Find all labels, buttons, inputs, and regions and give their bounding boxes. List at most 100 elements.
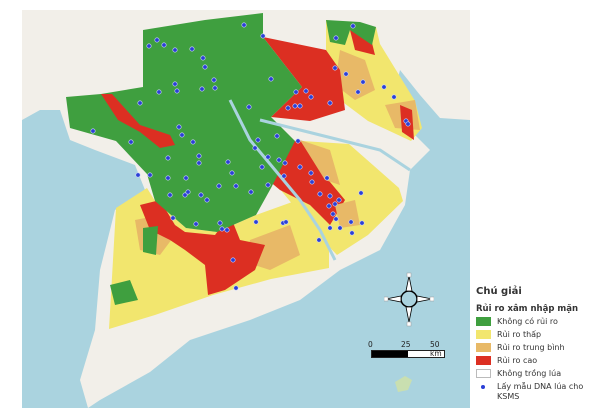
legend-swatch — [476, 317, 491, 326]
legend-label: Rủi ro thấp — [497, 330, 542, 339]
sample-point — [172, 47, 178, 53]
legend-item: Không trồng lúa — [476, 369, 600, 379]
sample-point — [165, 175, 171, 181]
legend-item: Rủi ro thấp — [476, 330, 600, 340]
sample-point — [265, 154, 271, 160]
sample-point — [165, 155, 171, 161]
sample-point — [167, 192, 173, 198]
river — [228, 99, 411, 261]
sample-point — [348, 219, 354, 225]
sample-point — [360, 79, 366, 85]
compass-rose-icon — [384, 272, 434, 327]
sample-point — [355, 89, 361, 95]
sample-point — [350, 23, 356, 29]
sample-point — [199, 86, 205, 92]
sample-point — [185, 189, 191, 195]
zone-green-south — [110, 226, 158, 305]
sample-point — [196, 153, 202, 159]
sample-point — [255, 137, 261, 143]
sample-point — [189, 46, 195, 52]
sample-point — [343, 71, 349, 77]
sample-point — [381, 84, 387, 90]
sample-point — [90, 128, 96, 134]
sample-point — [198, 192, 204, 198]
sample-point — [154, 37, 160, 43]
legend-item: Lấy mẫu DNA lúa cho KSMS — [476, 382, 600, 402]
legend: Chú giải Rủi ro xâm nhập mặn Không có rủ… — [476, 286, 600, 405]
sample-point — [308, 94, 314, 100]
zone-ne-high — [263, 30, 414, 140]
sample-point — [282, 160, 288, 166]
legend-label: Lấy mẫu DNA lúa cho KSMS — [497, 382, 584, 401]
legend-label: Rủi ro cao — [497, 356, 538, 365]
sample-point — [253, 219, 259, 225]
sample-point — [332, 201, 338, 207]
sample-point — [137, 100, 143, 106]
sample-point — [336, 197, 342, 203]
sample-point — [281, 173, 287, 179]
sample-point — [172, 81, 178, 87]
sample-point — [246, 104, 252, 110]
sample-point — [285, 105, 291, 111]
sample-point — [217, 220, 223, 226]
sample-point — [308, 170, 314, 176]
sample-point — [260, 33, 266, 39]
sample-point — [283, 219, 289, 225]
sample-point — [156, 89, 162, 95]
sample-point — [182, 192, 188, 198]
sample-point — [183, 175, 189, 181]
sample-point — [200, 55, 206, 61]
sample-point — [327, 225, 333, 231]
sample-point — [295, 138, 301, 144]
sample-point — [349, 230, 355, 236]
sample-point — [333, 216, 339, 222]
sample-point — [233, 285, 239, 291]
legend-label: Rủi ro trung bình — [497, 343, 565, 352]
zone-east-medium — [300, 140, 360, 228]
sample-point — [327, 100, 333, 106]
sample-point — [359, 220, 365, 226]
sample-point — [135, 172, 141, 178]
sample-point — [405, 121, 411, 127]
sample-point — [193, 221, 199, 227]
scale-label-0: 0 — [368, 340, 373, 349]
sample-point — [324, 175, 330, 181]
sample-point — [204, 197, 210, 203]
sample-point — [225, 159, 231, 165]
legend-subtitle: Rủi ro xâm nhập mặn — [476, 304, 579, 314]
legend-swatch — [476, 330, 491, 339]
sample-point — [293, 89, 299, 95]
sample-point — [337, 225, 343, 231]
island — [395, 376, 412, 392]
sample-point — [211, 77, 217, 83]
legend-swatch — [476, 369, 491, 378]
sample-point — [128, 139, 134, 145]
sample-point — [174, 88, 180, 94]
legend-item: Rủi ro trung bình — [476, 343, 600, 353]
legend-label: Không có rủi ro — [497, 317, 558, 326]
sample-point — [248, 189, 254, 195]
sample-point — [170, 215, 176, 221]
scale-label-50: 50 km — [430, 340, 442, 358]
sample-point — [147, 172, 153, 178]
zone-ne-green — [326, 20, 376, 45]
sample-point — [268, 76, 274, 82]
sample-point — [233, 183, 239, 189]
legend-item: Rủi ro cao — [476, 356, 600, 366]
sample-point — [274, 133, 280, 139]
zone-no-risk — [66, 13, 302, 232]
sample-point — [161, 42, 167, 48]
zone-west-high — [101, 94, 175, 148]
sample-point — [303, 88, 309, 94]
sample-point — [202, 64, 208, 70]
legend-label: Không trồng lúa — [497, 369, 562, 378]
sample-point — [230, 257, 236, 263]
sample-point — [196, 160, 202, 166]
sample-point — [316, 237, 322, 243]
sample-point — [297, 164, 303, 170]
sample-point — [252, 145, 258, 151]
sample-point — [229, 170, 235, 176]
scale-label-25: 25 — [401, 340, 411, 349]
sample-point — [146, 43, 152, 49]
sample-point — [216, 183, 222, 189]
